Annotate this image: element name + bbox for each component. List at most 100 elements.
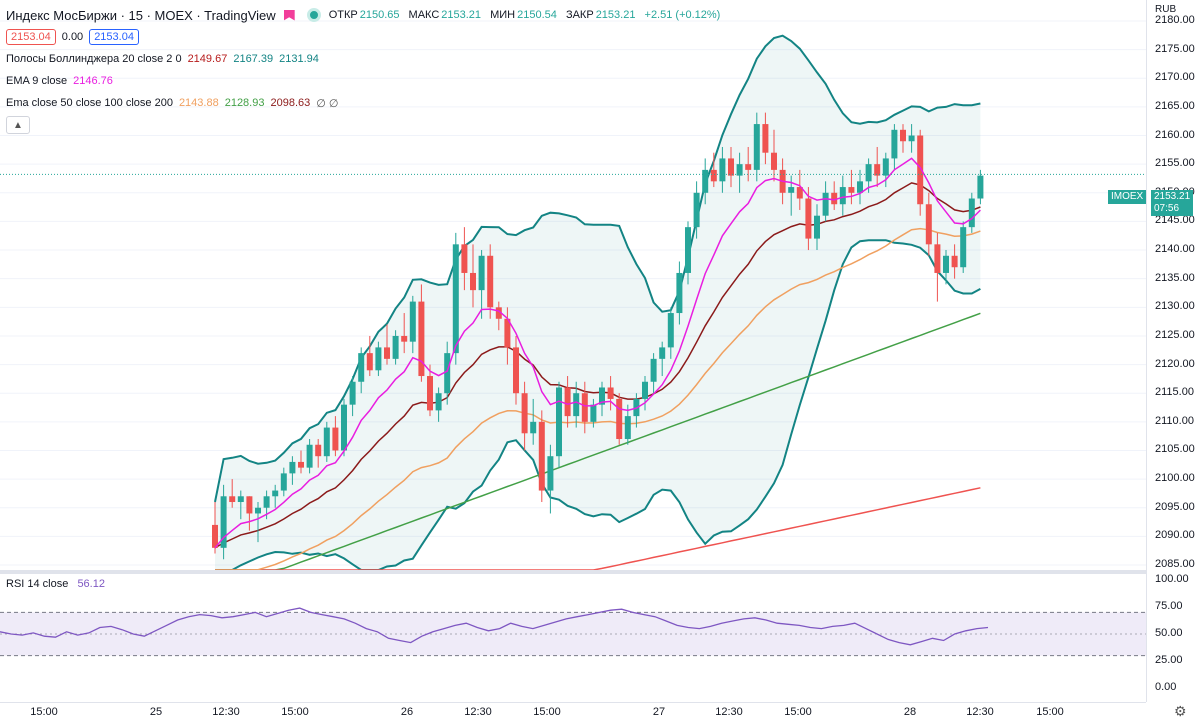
candle bbox=[599, 381, 605, 417]
close-label: ЗАКР bbox=[565, 9, 594, 21]
candle bbox=[728, 146, 734, 188]
candle bbox=[306, 439, 313, 474]
price-tick: 2125.00 bbox=[1155, 328, 1195, 341]
candle bbox=[255, 502, 261, 543]
candle bbox=[925, 192, 932, 256]
candle-body bbox=[495, 307, 502, 319]
candle bbox=[384, 324, 390, 365]
change-value: +2.51 (+0.12%) bbox=[644, 9, 721, 21]
candle-body bbox=[951, 255, 958, 268]
candle-body bbox=[306, 444, 313, 468]
candle bbox=[272, 484, 279, 508]
trade-row: 2153.04 0.00 2153.04 bbox=[6, 26, 722, 48]
ema-multi-legend[interactable]: Ema close 50 close 100 close 200 2143.88… bbox=[6, 92, 722, 114]
candle bbox=[289, 456, 296, 485]
sell-price-box[interactable]: 2153.04 bbox=[6, 29, 56, 45]
rsi-tick: 75.00 bbox=[1155, 600, 1183, 612]
candle-body bbox=[710, 169, 717, 182]
collapse-legend-button[interactable]: ▲ bbox=[6, 116, 30, 134]
time-tick: 15:00 bbox=[281, 706, 309, 718]
candle-body bbox=[865, 164, 872, 182]
candle bbox=[530, 398, 537, 445]
candle bbox=[590, 398, 597, 428]
main-chart-pane[interactable] bbox=[0, 0, 1146, 570]
candle bbox=[547, 444, 554, 514]
rsi-label: RSI 14 close bbox=[6, 578, 69, 590]
bollinger-lower-band bbox=[215, 239, 981, 570]
time-tick: 15:00 bbox=[1036, 706, 1064, 718]
pane-separator[interactable] bbox=[0, 570, 1146, 574]
candle-body bbox=[599, 387, 605, 405]
candle bbox=[676, 261, 683, 325]
candle-body bbox=[581, 393, 588, 422]
candle-body bbox=[874, 164, 881, 176]
candle bbox=[556, 381, 562, 468]
candle bbox=[538, 410, 545, 503]
bookmark-icon[interactable] bbox=[283, 9, 295, 21]
candle-body bbox=[323, 427, 330, 457]
candle-body bbox=[263, 496, 270, 508]
time-axis[interactable]: 15:00 25 12:30 15:00 26 12:30 15:00 27 12:30 15:0… bbox=[0, 702, 1146, 721]
candle bbox=[874, 146, 881, 188]
candle bbox=[470, 244, 476, 308]
candle-body bbox=[530, 421, 537, 434]
candle-body bbox=[943, 255, 949, 273]
candle bbox=[220, 484, 227, 560]
candle bbox=[943, 250, 949, 285]
bollinger-upper-value: 2167.39 bbox=[233, 53, 274, 65]
candle bbox=[444, 341, 451, 405]
candle-body bbox=[762, 124, 769, 153]
candle-body bbox=[616, 398, 623, 440]
candle bbox=[642, 376, 648, 411]
candle-body bbox=[753, 124, 760, 170]
candle-body bbox=[341, 404, 347, 451]
candle bbox=[693, 181, 700, 239]
candle-body bbox=[255, 507, 261, 514]
candle-body bbox=[444, 353, 451, 394]
candle bbox=[968, 192, 975, 233]
open-label: ОТКР bbox=[328, 9, 358, 21]
candle-body bbox=[538, 421, 545, 491]
candle-body bbox=[642, 381, 648, 399]
bollinger-legend[interactable]: Полосы Боллинджера 20 close 2 0 2149.67 … bbox=[6, 48, 722, 70]
candle-body bbox=[272, 490, 279, 497]
ema-extra-value: ∅ ∅ bbox=[316, 97, 339, 110]
candle bbox=[839, 175, 846, 216]
ema-multi-label: Ema close 50 close 100 close 200 bbox=[6, 97, 173, 109]
price-axis[interactable]: RUB 2180.00 2175.00 2170.00 2165.00 2160.00 2… bbox=[1146, 0, 1200, 702]
market-status-icon[interactable] bbox=[306, 8, 321, 22]
gear-icon[interactable]: ⚙ bbox=[1174, 703, 1187, 719]
countdown-value: 07:56 bbox=[1154, 203, 1180, 214]
candle bbox=[435, 387, 442, 422]
candle bbox=[977, 169, 984, 205]
candle bbox=[960, 221, 967, 273]
candle-body bbox=[891, 129, 898, 159]
candle bbox=[831, 181, 838, 210]
high-label: МАКС bbox=[408, 9, 440, 21]
candle-body bbox=[719, 158, 726, 182]
candle bbox=[358, 347, 365, 394]
currency-label[interactable]: RUB bbox=[1155, 4, 1177, 15]
candle-body bbox=[366, 353, 373, 371]
rsi-pane[interactable] bbox=[0, 574, 1146, 702]
candle bbox=[513, 335, 519, 405]
ema-50-line bbox=[214, 182, 981, 549]
candle-body bbox=[788, 187, 795, 193]
rsi-legend[interactable]: RSI 14 close 56.12 bbox=[6, 578, 105, 590]
symbol-tag: IMOEX bbox=[1108, 190, 1147, 204]
candle bbox=[607, 376, 614, 411]
candle-body bbox=[418, 301, 425, 377]
candle bbox=[822, 181, 829, 222]
candle bbox=[857, 169, 863, 205]
bollinger-lower-value: 2131.94 bbox=[279, 53, 319, 65]
candle bbox=[771, 129, 777, 182]
price-tick: 2100.00 bbox=[1155, 472, 1195, 485]
symbol-title[interactable]: Индекс МосБиржи · 15 · MOEX · TradingVie… bbox=[6, 7, 276, 23]
candle bbox=[900, 124, 906, 153]
low-value: 2150.54 bbox=[517, 9, 557, 21]
chart-legend: Индекс МосБиржи · 15 · MOEX · TradingVie… bbox=[6, 4, 722, 136]
buy-price-box[interactable]: 2153.04 bbox=[89, 29, 139, 45]
candle bbox=[246, 496, 253, 531]
low-label: МИН bbox=[490, 9, 516, 21]
ema9-legend[interactable]: EMA 9 close 2146.76 bbox=[6, 70, 722, 92]
